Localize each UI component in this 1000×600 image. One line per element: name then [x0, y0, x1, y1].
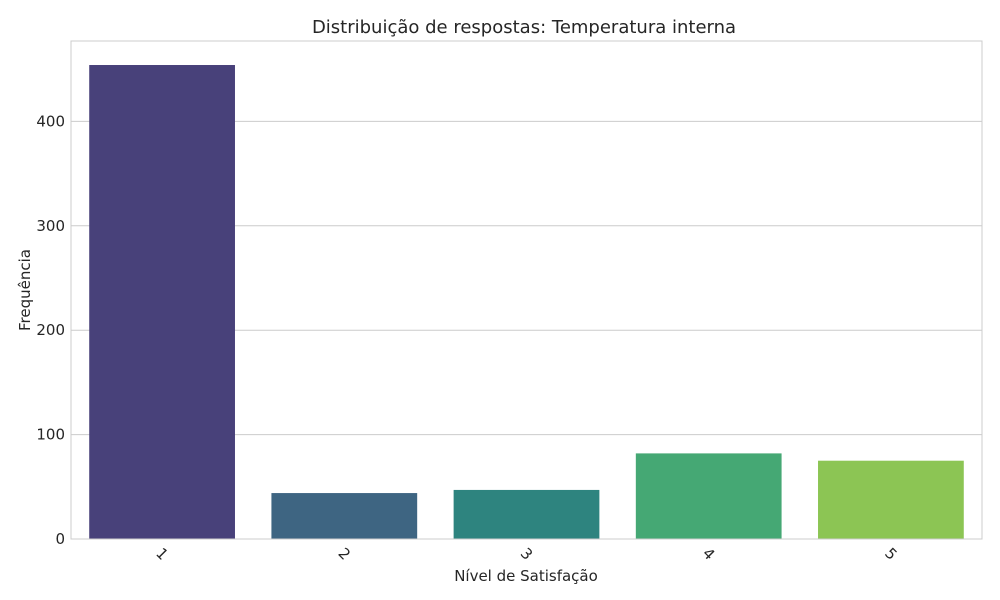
chart-title: Distribuição de respostas: Temperatura i… — [312, 17, 736, 38]
x-axis-label: Nível de Satisfação — [454, 567, 598, 585]
bar-4 — [635, 453, 782, 539]
bar-1 — [89, 65, 235, 540]
x-tick-label: 3 — [517, 544, 536, 563]
x-tick-labels: 1 2 3 4 5 — [152, 544, 900, 563]
plot-frame — [70, 40, 983, 540]
x-tick-label: 2 — [335, 544, 354, 563]
y-tick-label: 0 — [55, 530, 65, 548]
y-tick-label: 100 — [36, 426, 65, 444]
y-tick-label: 400 — [36, 112, 65, 130]
y-tick-label: 200 — [36, 321, 65, 339]
bars — [89, 65, 964, 540]
bar-3 — [453, 489, 600, 539]
y-tick-label: 300 — [36, 217, 65, 235]
bar-5 — [818, 460, 964, 539]
x-tick-label: 1 — [152, 544, 171, 563]
y-tick-labels: 0 100 200 300 400 — [36, 112, 65, 548]
x-tick-label: 5 — [881, 544, 900, 563]
bar-2 — [271, 493, 418, 539]
x-tick-label: 4 — [699, 544, 718, 563]
y-axis-label: Frequência — [16, 249, 34, 331]
